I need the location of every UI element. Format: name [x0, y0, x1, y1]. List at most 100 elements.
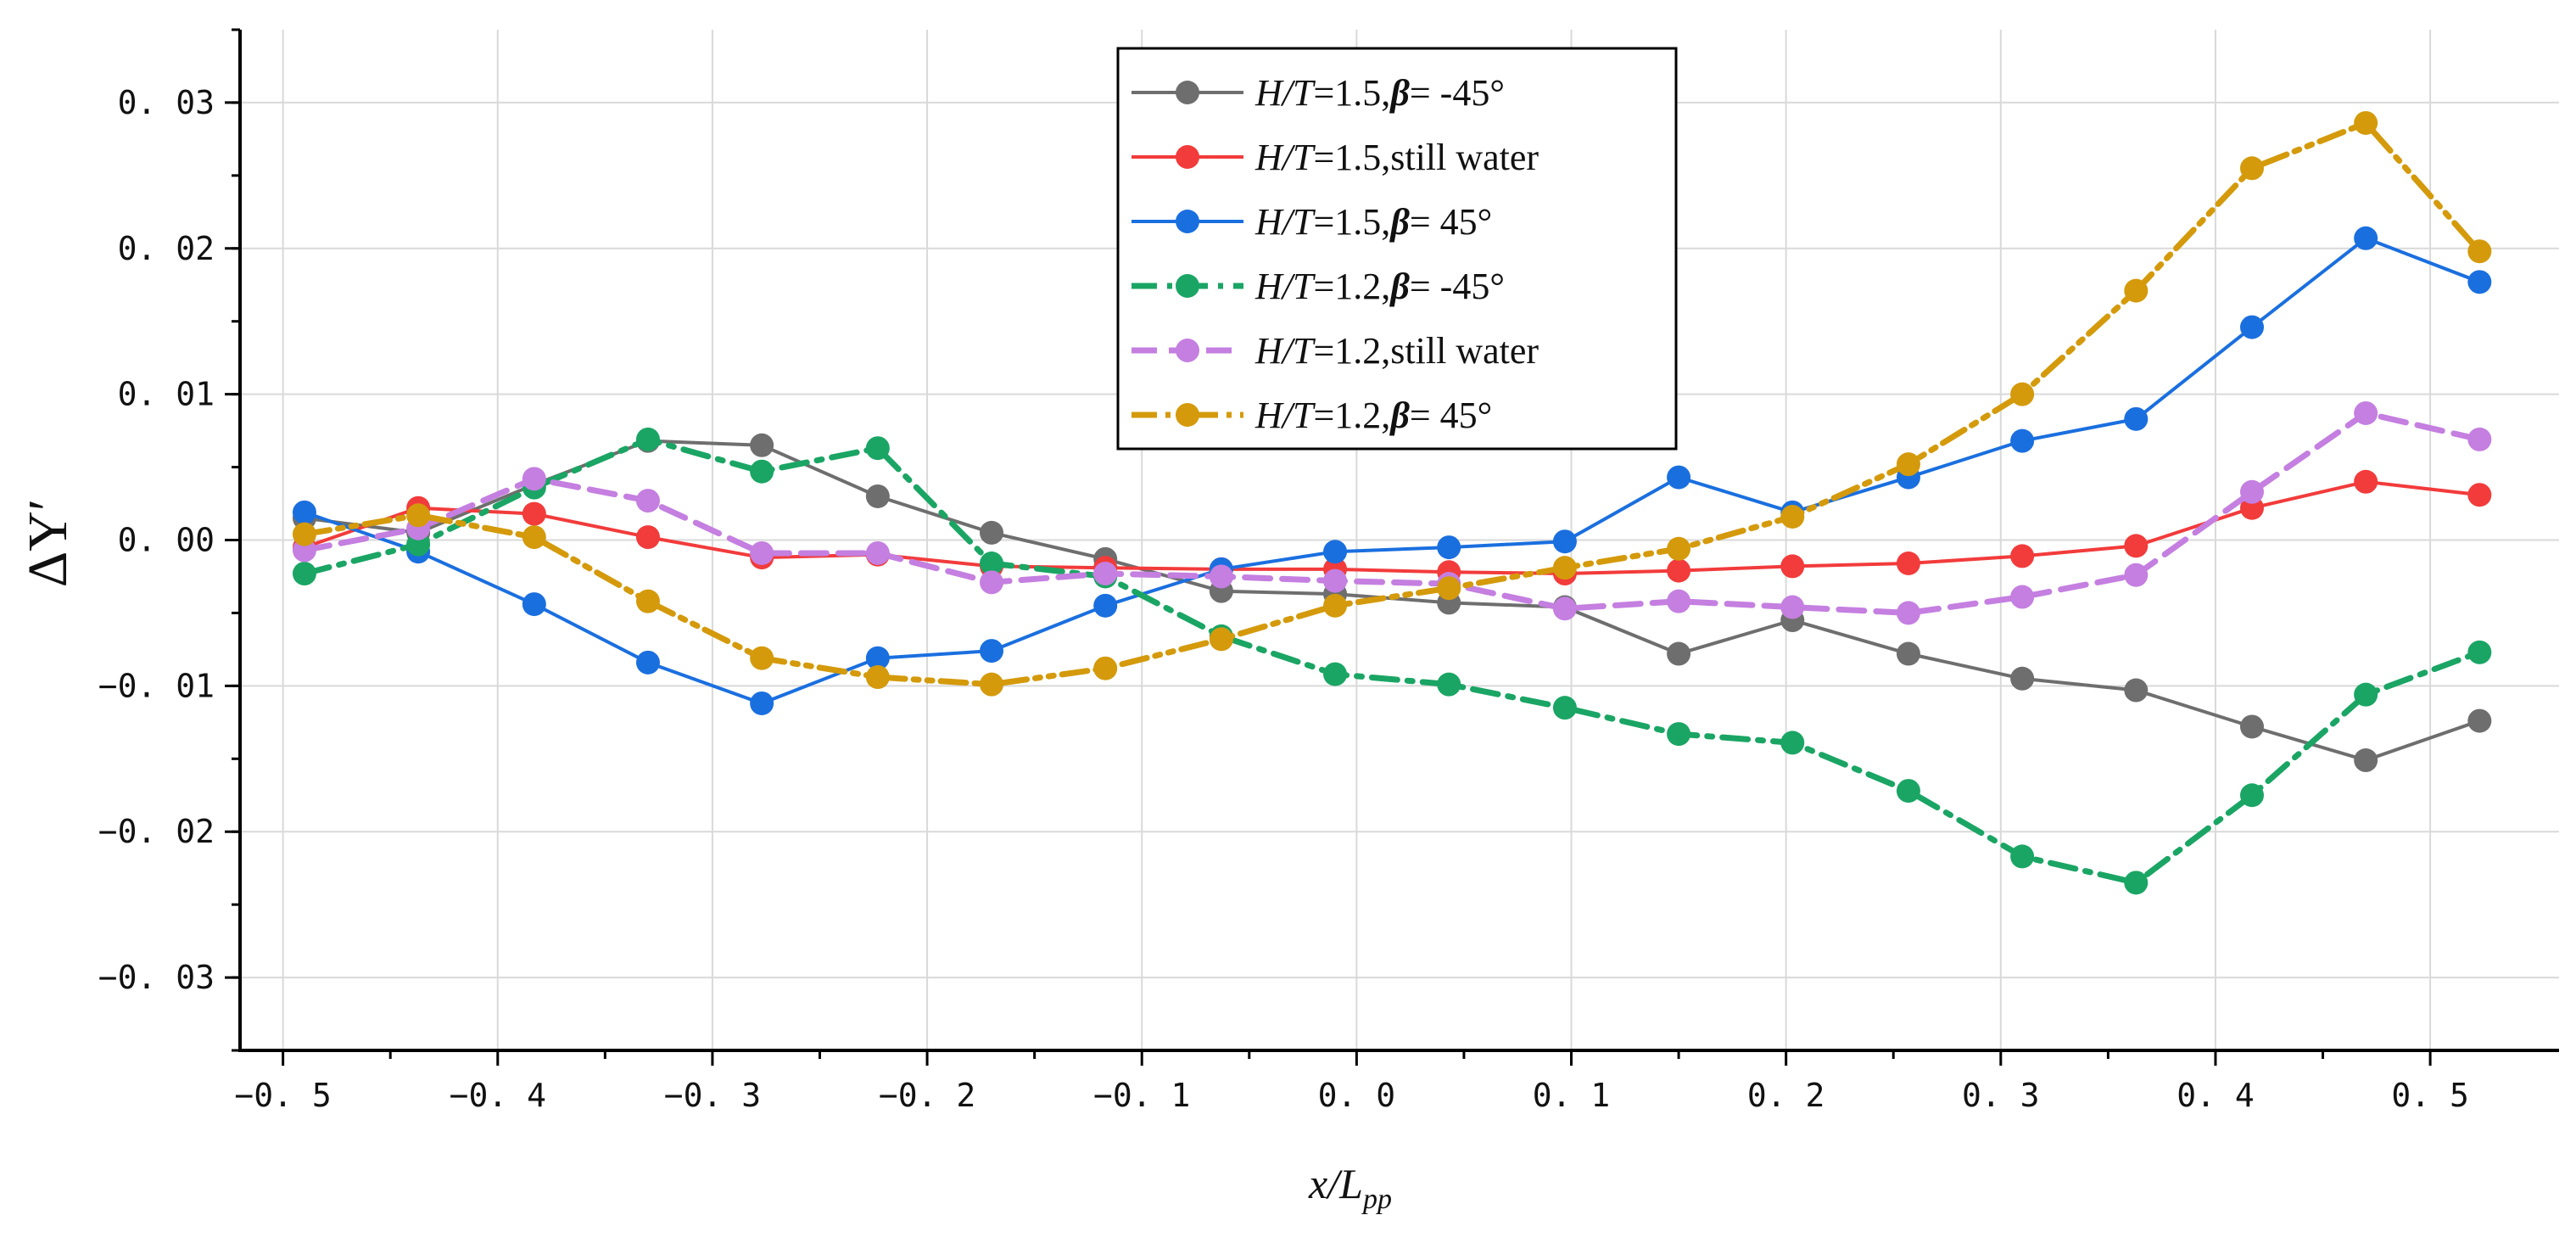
data-point-s3-3 — [522, 592, 546, 617]
data-point-s2-19 — [2354, 469, 2378, 494]
y-axis-label: ΔY′ — [17, 499, 79, 588]
data-point-s6-19 — [2354, 110, 2378, 135]
data-point-s4-13 — [1667, 722, 1691, 747]
gridlines — [240, 30, 2559, 1050]
data-point-s6-8 — [1093, 656, 1118, 680]
x-tick-label: 0. 5 — [2391, 1077, 2469, 1114]
x-axis-label-main: x/L — [1308, 1160, 1363, 1207]
legend-label-greek: β — [1389, 201, 1410, 243]
y-tick-label: 0. 00 — [118, 522, 215, 559]
data-point-s5-15 — [1896, 601, 1920, 625]
legend-label-greek: β — [1389, 266, 1410, 307]
data-point-s6-14 — [1780, 505, 1805, 529]
legend-label-rest: =1.2,still water — [1313, 330, 1539, 372]
data-point-s6-13 — [1667, 536, 1691, 561]
data-point-s3-6 — [865, 646, 890, 670]
data-point-s3-8 — [1093, 593, 1118, 618]
data-point-s3-18 — [2239, 315, 2264, 339]
data-point-s5-6 — [865, 540, 890, 565]
legend-swatch-marker-2 — [1176, 145, 1199, 169]
data-point-s4-10 — [1323, 662, 1348, 686]
data-point-s6-15 — [1896, 452, 1920, 477]
x-tick-label: −0. 2 — [879, 1077, 975, 1114]
data-point-s3-5 — [750, 691, 774, 715]
data-point-s5-7 — [980, 570, 1004, 595]
legend-box — [1116, 47, 1678, 451]
legend-swatch-marker-5 — [1176, 339, 1199, 362]
legend-label-tail: = 45° — [1410, 395, 1492, 436]
legend-label-1: H/T=1.5,β= -45° — [1254, 72, 1505, 114]
data-point-s4-17 — [2124, 871, 2149, 895]
data-point-s4-16 — [2010, 844, 2035, 869]
legend-label-h: H — [1254, 137, 1284, 178]
data-point-s5-12 — [1552, 596, 1577, 621]
series-line-6 — [301, 120, 2483, 688]
data-point-s2-4 — [635, 525, 660, 550]
data-point-s6-7 — [980, 672, 1004, 697]
legend-label-h: H — [1254, 330, 1284, 372]
x-tick-label: 0. 1 — [1533, 1077, 1611, 1114]
data-point-s4-12 — [1552, 696, 1577, 720]
legend-swatch-marker-6 — [1176, 403, 1199, 427]
data-point-s4-1 — [292, 562, 316, 586]
legend-label-greek: β — [1389, 395, 1410, 436]
data-point-s6-17 — [2124, 278, 2149, 303]
legend-label-rest: =1.5, — [1313, 201, 1390, 243]
tick-labels: −0. 5 −0. 4 −0. 3 −0. 2 −0. 1 0. 0 0. 1 0. 2 0. … — [98, 84, 2469, 1114]
data-point-s1-7 — [980, 520, 1004, 545]
data-point-s5-8 — [1093, 562, 1118, 586]
series-line-3 — [302, 236, 2482, 705]
legend-label-rest: =1.5,still water — [1313, 137, 1539, 178]
data-point-s6-10 — [1323, 593, 1348, 618]
data-point-s2-15 — [1896, 551, 1920, 575]
data-point-s6-4 — [635, 589, 660, 613]
legend-label-3: H/T=1.5,β= 45° — [1254, 201, 1492, 243]
data-point-s3-7 — [980, 639, 1004, 663]
data-point-s5-18 — [2239, 479, 2264, 504]
data-point-s6-9 — [1209, 627, 1233, 652]
data-point-s1-5 — [750, 433, 774, 457]
y-tick-label: −0. 02 — [98, 813, 215, 850]
data-point-s5-14 — [1780, 595, 1805, 619]
legend-label-tail: = 45° — [1410, 201, 1492, 243]
x-axis-label: x/Lpp — [1308, 1160, 1392, 1215]
data-point-s4-6 — [865, 436, 890, 461]
data-point-s1-13 — [1667, 641, 1691, 666]
data-point-s1-18 — [2239, 714, 2264, 739]
data-point-s3-11 — [1437, 535, 1461, 560]
data-point-s2-17 — [2124, 534, 2149, 558]
data-point-s3-10 — [1323, 540, 1348, 564]
data-point-s5-3 — [522, 467, 546, 491]
data-point-s4-11 — [1437, 672, 1461, 697]
legend-label-h: H — [1254, 266, 1284, 307]
data-point-s1-20 — [2467, 708, 2492, 733]
data-point-s1-16 — [2010, 666, 2035, 691]
legend-label-tail: = -45° — [1410, 72, 1505, 114]
data-point-s2-16 — [2010, 544, 2035, 568]
data-point-s4-18 — [2239, 783, 2264, 808]
data-point-s4-4 — [635, 427, 660, 451]
legend-label-t: /T — [1280, 72, 1316, 114]
legend-label-h: H — [1254, 72, 1284, 114]
data-point-s3-20 — [2467, 270, 2492, 294]
legend-label-t: /T — [1280, 137, 1316, 178]
data-point-s5-5 — [750, 540, 774, 565]
data-point-s3-19 — [2354, 226, 2378, 250]
legend-label-greek: β — [1389, 72, 1410, 114]
data-point-s6-2 — [406, 503, 431, 528]
data-point-s5-9 — [1209, 564, 1233, 589]
legend-swatch-marker-4 — [1176, 274, 1199, 298]
x-tick-label: 0. 4 — [2176, 1077, 2255, 1114]
y-tick-label: 0. 02 — [118, 230, 215, 267]
data-point-s5-4 — [635, 489, 660, 513]
x-tick-label: −0. 4 — [450, 1077, 546, 1114]
data-point-s1-15 — [1896, 641, 1920, 666]
data-point-s4-7 — [980, 551, 1004, 575]
data-point-s6-12 — [1552, 556, 1577, 580]
legend-label-rest: =1.5, — [1313, 72, 1390, 114]
series-line-4 — [301, 436, 2483, 886]
legend: H/T=1.5,β= -45°H/T=1.5,still waterH/T=1.… — [1116, 47, 1678, 451]
legend-label-rest: =1.2, — [1313, 395, 1390, 436]
data-point-s6-18 — [2239, 156, 2264, 181]
